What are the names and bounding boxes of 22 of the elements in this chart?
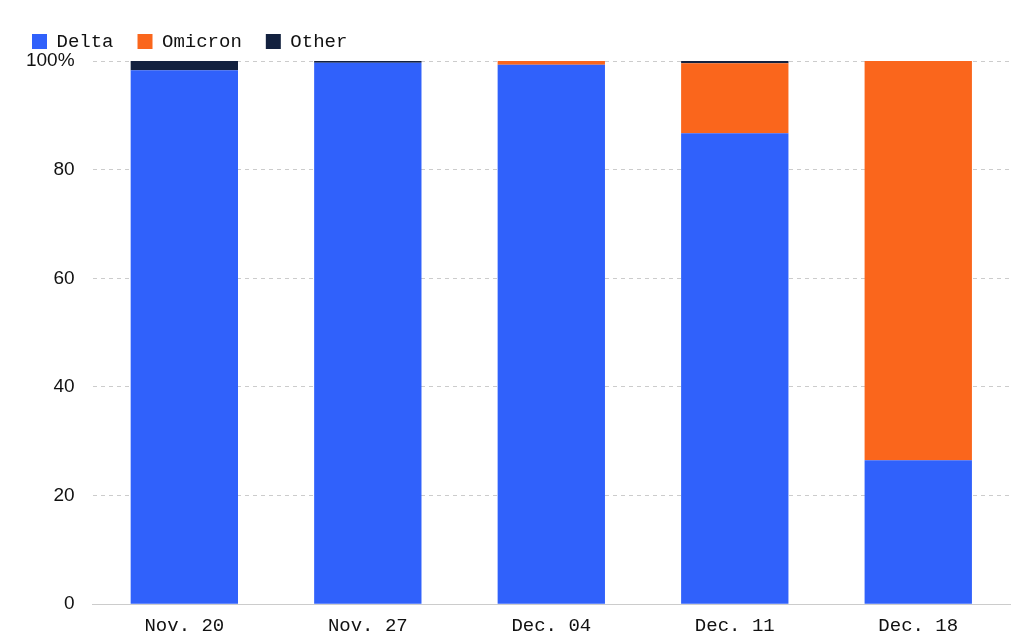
- bar: [681, 61, 789, 64]
- bar: [681, 133, 789, 604]
- bar: [314, 62, 422, 604]
- y-tick-label: 20: [53, 483, 75, 505]
- y-tick-label: 0: [64, 592, 75, 614]
- bar: [681, 63, 789, 134]
- y-tick-label: 80: [53, 157, 75, 179]
- bar: [864, 460, 972, 604]
- x-tick-label: Dec. 04: [511, 614, 592, 637]
- bar: [864, 61, 972, 461]
- legend-label: Other: [290, 30, 348, 53]
- bar: [130, 70, 238, 604]
- x-tick-label: Nov. 20: [144, 614, 225, 637]
- x-tick-label: Dec. 11: [694, 614, 775, 637]
- legend-label: Omicron: [162, 30, 242, 53]
- x-tick-label: Nov. 27: [327, 614, 408, 637]
- bar: [130, 61, 238, 71]
- bar: [497, 64, 605, 604]
- x-tick-label: Dec. 18: [878, 614, 959, 637]
- bar: [497, 61, 605, 65]
- y-tick-label: 60: [53, 266, 75, 288]
- y-tick-label: 40: [53, 375, 75, 397]
